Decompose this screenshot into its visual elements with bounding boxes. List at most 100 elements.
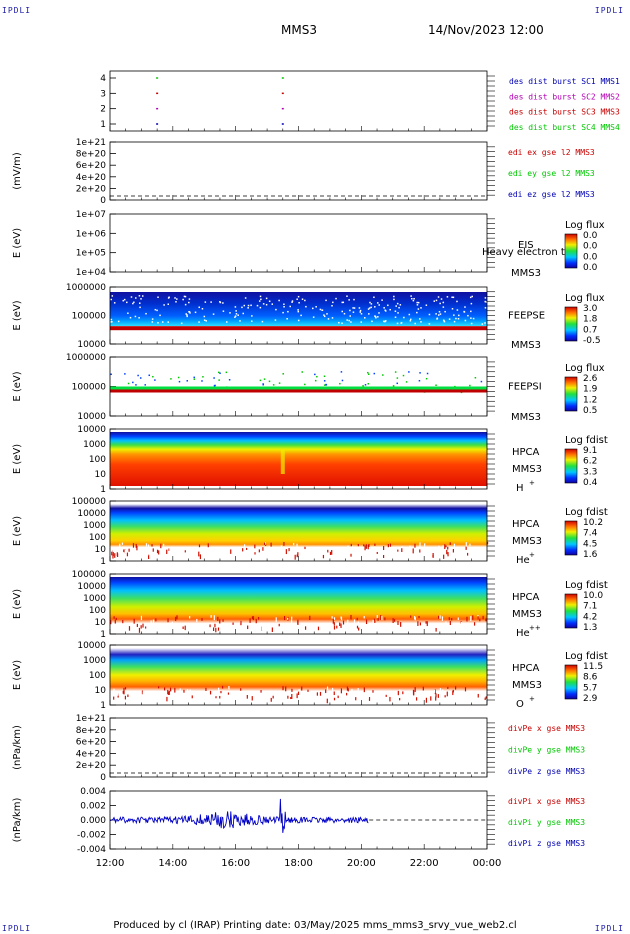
heatmap-speckle-hpca_he [449, 542, 451, 545]
species-hpca_h: H [516, 483, 524, 494]
heatmap-dot-feepse [243, 304, 246, 307]
heatmap-dot-feepse [359, 311, 362, 313]
heatmap-dot-feepse [151, 321, 154, 323]
heatmap-dot-feepsi [323, 375, 326, 378]
heatmap-speckle-hpca_o [351, 688, 353, 694]
heatmap-dot-feepsi [405, 381, 408, 383]
heatmap-speckle-hpca_he [124, 549, 127, 554]
heatmap-dot-feepse [140, 298, 142, 300]
heatmap-speckle-hpca_hepp [138, 627, 141, 633]
colorbar-title-hpca_hepp: Log fdist [565, 580, 608, 591]
heatmap-dot-feepse [301, 298, 304, 300]
heatmap-speckle-hpca_o [186, 689, 189, 692]
heatmap-dot-feepse [384, 320, 386, 323]
heatmap-speckle-hpca_hepp [224, 623, 227, 629]
heatmap-speckle-hpca_o [285, 686, 287, 692]
heatmap-dot-feepse [156, 309, 158, 312]
corner-label-tl: IPDLI [2, 6, 32, 15]
heatmap-dot-feepse [198, 306, 200, 309]
heatmap-dot-feepse [225, 321, 228, 323]
heatmap-speckle-hpca_o [346, 692, 348, 696]
heatmap-speckle-hpca_he [401, 548, 403, 553]
corner-label-tr: IPDLI [594, 6, 624, 15]
heatmap-speckle-hpca_o [331, 687, 334, 693]
heatmap-dot-feepsi [368, 373, 370, 375]
heatmap-speckle-hpca_hepp [460, 622, 463, 626]
heatmap-dot-feepse [331, 317, 334, 319]
heatmap-speckle-hpca_o [326, 686, 329, 691]
heatmap-speckle-hpca_o [189, 689, 191, 693]
heatmap-dot-feepse [239, 320, 241, 322]
heatmap-speckle-hpca_he [148, 554, 150, 560]
heatmap-dot-feepse [343, 312, 346, 315]
heatmap-speckle-hpca_he [140, 547, 142, 553]
heatmap-speckle-hpca_he [145, 543, 148, 547]
heatmap-speckle-hpca_o [297, 691, 300, 695]
heatmap-speckle-hpca_hepp [340, 616, 342, 619]
ytick-eis-3: 1e+07 [76, 210, 106, 220]
heatmap-speckle-hpca_o [333, 691, 335, 696]
legend-edi-1: edi ey gse l2 MMS3 [508, 169, 595, 178]
heatmap-dot-feepse [408, 313, 411, 316]
heatmap-dot-feepse [283, 303, 285, 306]
heatmap-dot-feepsi [382, 374, 384, 376]
heatmap-speckle-hpca_he [327, 549, 329, 553]
heatmap-dot-feepse [360, 313, 363, 315]
heatmap-speckle-hpca_o [270, 697, 272, 702]
legend-burst-0: des dist burst SC1 MMS1 [509, 77, 620, 86]
heatmap-dot-feepse [438, 314, 440, 316]
instrument-eis: EIS [518, 240, 534, 251]
heatmap-speckle-hpca_hepp [482, 615, 484, 620]
heatmap-speckle-hpca_o [167, 691, 170, 695]
heatmap-dot-feepse [346, 319, 348, 321]
colorbar-title-hpca_h: Log fdist [565, 435, 608, 446]
heatmap-speckle-hpca_hepp [232, 622, 234, 625]
colorbar-tick-hpca_he-1: 7.4 [583, 529, 598, 539]
heatmap-speckle-hpca_hepp [260, 622, 263, 627]
ylabel-hpca_hepp: E (eV) [12, 589, 23, 619]
heatmap-dot-feepse [453, 320, 456, 323]
heatmap-dot-feepsi [324, 384, 326, 386]
heatmap-dot-feepse [262, 303, 265, 305]
heatmap-speckle-hpca_he [242, 548, 244, 552]
ytick-divpi-2: 0.000 [80, 816, 106, 826]
ylabel-divpe: (nPa/km) [12, 725, 23, 770]
heatmap-speckle-hpca_he [211, 548, 213, 552]
heatmap-speckle-hpca_he [296, 543, 298, 548]
heatmap-speckle-hpca_o [124, 687, 127, 690]
frame-divpe [109, 717, 488, 778]
heatmap-speckle-hpca_he [166, 549, 168, 555]
heatmap-speckle-hpca_o [227, 692, 230, 695]
heatmap-speckle-hpca_he [268, 546, 271, 550]
heatmap-dot-feepse [353, 307, 356, 309]
heatmap-dot-feepse [348, 319, 350, 322]
ytick-edi-4: 8e+20 [76, 150, 107, 160]
heatmap-speckle-hpca_o [399, 697, 401, 701]
ylabel-divpi: (nPa/km) [12, 798, 23, 843]
heatmap-speckle-hpca_hepp [451, 618, 453, 621]
heatmap-speckle-hpca_o [123, 687, 125, 693]
instrument-hpca_he: HPCA [512, 519, 540, 530]
ytick-eis-1: 1e+05 [76, 249, 106, 259]
heatmap-speckle-hpca_hepp [223, 624, 226, 628]
heatmap-dot-feepse [358, 307, 361, 309]
heatmap-speckle-hpca_he [350, 543, 352, 547]
heatmap-dot-feepse [440, 298, 443, 300]
heatmap-speckle-hpca_hepp [333, 622, 335, 626]
species-hpca_hepp: He [516, 628, 530, 639]
heatmap-speckle-hpca_he [288, 548, 290, 552]
heatmap-speckle-hpca_o [240, 696, 242, 702]
heatmap-dot-feepse [373, 296, 375, 299]
heatmap-speckle-hpca_o [228, 685, 230, 690]
ytick-divpe-1: 2e+20 [76, 761, 107, 771]
heatmap-dot-feepse [251, 315, 253, 317]
heatmap-dot-feepse [222, 302, 224, 304]
heatmap-dot-feepse [145, 312, 147, 315]
frame-edi [109, 141, 488, 201]
heatmap-speckle-hpca_hepp [426, 621, 428, 627]
heatmap-dot-feepsi [228, 379, 231, 381]
heatmap-dot-feepse [111, 321, 113, 323]
heatmap-dot-feepse [409, 320, 412, 322]
ylabel-hpca_h: E (eV) [12, 444, 23, 474]
heatmap-dot-feepse [180, 322, 183, 325]
